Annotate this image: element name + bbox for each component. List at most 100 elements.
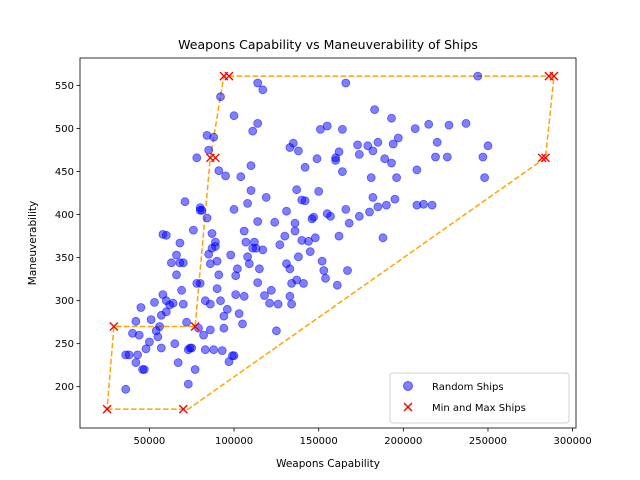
random-ship-point <box>177 285 187 295</box>
random-ship-point <box>368 192 378 202</box>
random-ship-point <box>188 225 198 235</box>
random-ship-point <box>207 229 217 238</box>
legend-box <box>389 372 570 424</box>
random-ship-point <box>124 350 134 360</box>
random-ship-point <box>219 323 229 333</box>
random-ship-point <box>244 259 254 269</box>
random-ship-point <box>214 166 224 176</box>
random-ship-point <box>341 78 351 88</box>
random-ship-point <box>216 92 225 102</box>
random-ship-point <box>288 138 298 148</box>
random-ship-point <box>300 196 310 206</box>
random-ship-point <box>326 211 335 221</box>
random-ship-point <box>205 325 215 335</box>
random-ship-point <box>424 119 434 129</box>
random-ship-point <box>156 343 166 353</box>
random-ship-point <box>354 149 364 159</box>
minmax-ship-marker <box>190 321 200 331</box>
random-ship-point <box>270 217 280 227</box>
random-ship-point <box>378 233 388 243</box>
x-tick-label: 300000 <box>554 436 592 447</box>
random-ship-point <box>221 171 231 181</box>
random-ship-point <box>305 247 315 257</box>
plot-area: 50000 100000 150000 200000 250000 300000 2002… <box>55 57 592 447</box>
random-ship-point <box>354 211 364 221</box>
random-ship-point <box>141 344 151 354</box>
x-axis-label: Weapons Capability <box>276 458 380 470</box>
random-ship-point <box>229 204 239 214</box>
random-ship-point <box>317 256 327 266</box>
random-ship-point <box>282 206 291 216</box>
random-ship-point <box>337 124 347 134</box>
random-ship-point <box>393 133 403 143</box>
random-ship-point <box>136 303 146 312</box>
random-ship-point <box>341 204 351 214</box>
random-ship-point <box>229 351 239 361</box>
random-ship-point <box>332 280 342 290</box>
random-ship-point <box>280 231 290 241</box>
random-ship-point <box>178 299 188 309</box>
y-tick-label: 400 <box>55 210 74 221</box>
random-ship-point <box>304 236 313 246</box>
random-ship-point <box>204 145 214 155</box>
random-ship-point <box>146 315 156 325</box>
random-ship-point <box>387 113 396 123</box>
random-ship-point <box>239 226 249 236</box>
random-ship-point <box>161 307 171 317</box>
random-ship-point <box>315 124 325 134</box>
random-ship-point <box>131 358 141 368</box>
random-ship-point <box>248 126 258 136</box>
random-ship-point <box>226 250 236 260</box>
y-axis-ticks: 200 250 300 350 400 450 500 550 <box>55 81 80 393</box>
minmax-ship-marker <box>537 153 547 163</box>
random-ship-point <box>166 258 176 268</box>
random-ship-point <box>431 152 440 162</box>
random-ship-point <box>253 217 263 226</box>
minmax-ship-marker <box>210 153 220 163</box>
random-ship-point <box>480 173 490 183</box>
hull-layer <box>106 75 555 410</box>
random-ship-point <box>292 185 302 195</box>
y-tick-label: 450 <box>55 167 74 178</box>
random-ship-point <box>153 332 163 342</box>
x-tick-label: 50000 <box>133 436 165 447</box>
random-ship-point <box>243 198 253 208</box>
random-ship-point <box>373 202 383 212</box>
x-tick-label: 200000 <box>384 436 422 447</box>
legend: Random Ships Min and Max Ships <box>389 372 570 424</box>
y-tick-label: 350 <box>55 253 74 264</box>
random-ship-point <box>290 226 300 236</box>
random-ship-point <box>241 237 251 247</box>
random-ship-point <box>212 284 222 294</box>
random-ship-point <box>180 197 190 207</box>
random-ship-point <box>473 71 483 81</box>
random-ship-point <box>231 290 241 300</box>
random-ship-point <box>210 237 220 247</box>
random-ship-point <box>144 337 154 347</box>
random-ship-point <box>183 379 193 389</box>
legend-label-random: Random Ships <box>432 382 504 393</box>
random-ship-point <box>380 154 390 164</box>
random-ship-point <box>444 120 454 130</box>
random-ship-point <box>432 137 442 147</box>
y-tick-label: 200 <box>55 382 74 393</box>
minmax-ship-marker <box>224 71 234 81</box>
random-ship-point <box>287 299 297 309</box>
random-ship-point <box>232 264 242 274</box>
random-ship-point <box>334 231 344 241</box>
random-ship-point <box>266 285 276 295</box>
random-ship-point <box>319 266 329 275</box>
random-ship-point <box>175 238 185 248</box>
random-ship-point <box>427 200 437 210</box>
random-ship-point <box>353 140 363 150</box>
random-ship-point <box>202 213 212 223</box>
random-ship-point <box>387 158 396 168</box>
random-ship-point <box>381 200 391 210</box>
random-ship-point <box>365 207 374 217</box>
y-tick-label: 550 <box>55 81 74 92</box>
random-ship-point <box>246 161 256 171</box>
random-ship-point <box>370 105 380 114</box>
random-ship-point <box>236 172 246 182</box>
random-ship-point <box>222 304 232 314</box>
